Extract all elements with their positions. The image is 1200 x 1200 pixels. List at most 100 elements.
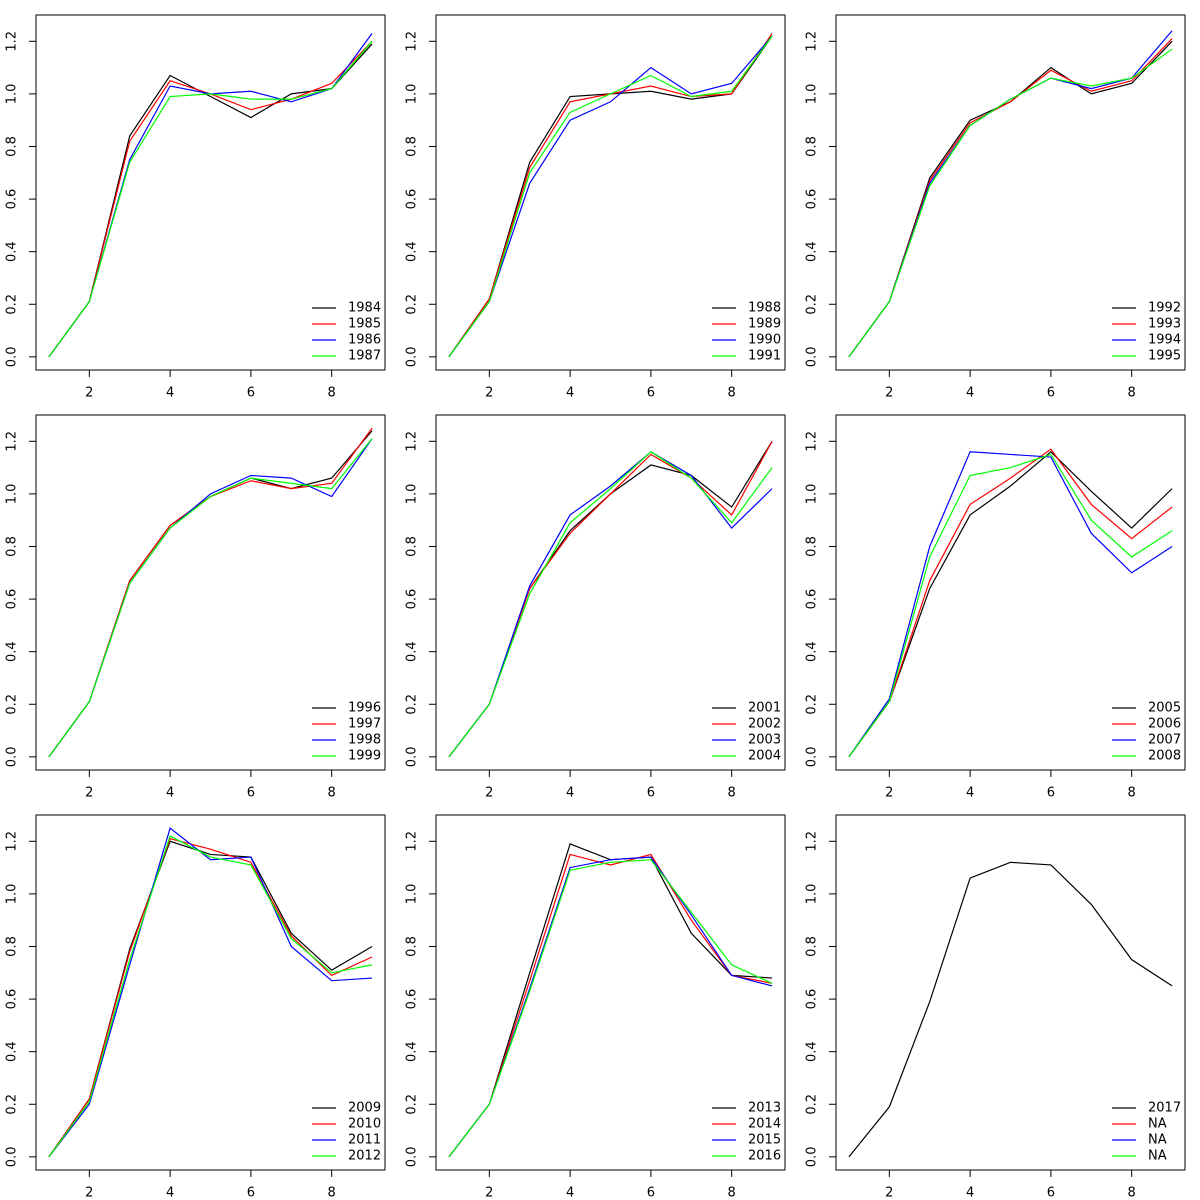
plot-box bbox=[435, 414, 786, 771]
y-tick-label: 0.8 bbox=[805, 136, 820, 157]
legend-label: 2003 bbox=[748, 733, 781, 748]
series-line bbox=[48, 40, 373, 358]
x-tick-label: 8 bbox=[1128, 386, 1136, 401]
y-tick-label: 1.2 bbox=[405, 31, 420, 52]
x-tick-label: 8 bbox=[728, 386, 736, 401]
plot-box bbox=[835, 14, 1186, 371]
legend-label: 1986 bbox=[348, 333, 381, 348]
y-tick-label: 1.2 bbox=[5, 431, 20, 452]
y-tick-label: 0.2 bbox=[5, 694, 20, 715]
y-tick-label: 0.0 bbox=[5, 1147, 20, 1168]
series-line bbox=[448, 859, 773, 1158]
x-tick-label: 4 bbox=[966, 386, 974, 401]
x-tick-label: 4 bbox=[966, 1186, 974, 1200]
y-tick-label: 0.4 bbox=[5, 241, 20, 262]
y-tick-label: 1.2 bbox=[5, 31, 20, 52]
legend-label: 2009 bbox=[348, 1101, 381, 1116]
y-tick-label: 0.4 bbox=[805, 1041, 820, 1062]
legend-label: 1990 bbox=[748, 333, 781, 348]
x-tick-label: 6 bbox=[247, 1186, 255, 1200]
legend-label: 1999 bbox=[348, 749, 381, 764]
legend-label: 2006 bbox=[1148, 717, 1181, 732]
series-line bbox=[448, 35, 773, 358]
legend-label: 2016 bbox=[748, 1149, 781, 1164]
legend-label: 2002 bbox=[748, 717, 781, 732]
x-tick-label: 6 bbox=[647, 386, 655, 401]
series-line bbox=[448, 35, 773, 358]
y-tick-label: 0.0 bbox=[805, 747, 820, 768]
x-tick-label: 4 bbox=[966, 786, 974, 801]
y-tick-label: 0.0 bbox=[5, 747, 20, 768]
y-tick-label: 1.0 bbox=[5, 484, 20, 505]
x-tick-label: 2 bbox=[485, 1186, 493, 1200]
y-tick-label: 0.4 bbox=[405, 641, 420, 662]
y-tick-label: 1.2 bbox=[405, 831, 420, 852]
plot-box bbox=[35, 414, 386, 771]
y-tick-label: 1.2 bbox=[405, 431, 420, 452]
y-tick-label: 0.2 bbox=[405, 294, 420, 315]
x-tick-label: 4 bbox=[166, 786, 174, 801]
y-tick-label: 0.0 bbox=[405, 747, 420, 768]
series-line bbox=[448, 843, 773, 1158]
series-line bbox=[848, 451, 1173, 758]
y-tick-label: 0.2 bbox=[405, 694, 420, 715]
x-tick-label: 2 bbox=[885, 1186, 893, 1200]
y-tick-label: 0.4 bbox=[805, 241, 820, 262]
y-tick-label: 0.6 bbox=[805, 989, 820, 1010]
series-line bbox=[848, 450, 1173, 758]
x-tick-label: 2 bbox=[885, 786, 893, 801]
series-line bbox=[48, 438, 373, 758]
x-tick-label: 8 bbox=[328, 386, 336, 401]
y-tick-label: 0.2 bbox=[805, 694, 820, 715]
y-tick-label: 1.2 bbox=[805, 831, 820, 852]
x-tick-label: 8 bbox=[728, 786, 736, 801]
series-line bbox=[448, 853, 773, 1158]
series-line bbox=[48, 40, 373, 358]
y-tick-label: 0.6 bbox=[5, 989, 20, 1010]
series-line bbox=[848, 448, 1173, 758]
x-tick-label: 2 bbox=[85, 386, 93, 401]
x-tick-label: 6 bbox=[247, 786, 255, 801]
legend-label: NA bbox=[1148, 1117, 1167, 1132]
x-tick-label: 4 bbox=[566, 1186, 574, 1200]
y-tick-label: 1.2 bbox=[805, 31, 820, 52]
y-tick-label: 0.8 bbox=[405, 536, 420, 557]
y-tick-label: 0.0 bbox=[805, 347, 820, 368]
legend-label: 1991 bbox=[748, 349, 781, 364]
y-tick-label: 0.2 bbox=[405, 1094, 420, 1115]
y-tick-label: 0.2 bbox=[805, 1094, 820, 1115]
legend-label: 2011 bbox=[348, 1133, 381, 1148]
y-tick-label: 0.2 bbox=[5, 1094, 20, 1115]
series-line bbox=[448, 35, 773, 358]
y-tick-label: 1.0 bbox=[805, 84, 820, 105]
y-tick-label: 0.6 bbox=[805, 589, 820, 610]
x-tick-label: 2 bbox=[885, 386, 893, 401]
y-tick-label: 1.0 bbox=[5, 884, 20, 905]
legend-label: 2010 bbox=[348, 1117, 381, 1132]
x-tick-label: 2 bbox=[85, 786, 93, 801]
series-line bbox=[48, 835, 373, 1158]
y-tick-label: 0.8 bbox=[405, 136, 420, 157]
x-tick-label: 8 bbox=[328, 1186, 336, 1200]
legend-label: 2007 bbox=[1148, 733, 1181, 748]
y-tick-label: 0.8 bbox=[805, 936, 820, 957]
legend-label: 2014 bbox=[748, 1117, 781, 1132]
y-tick-label: 0.8 bbox=[5, 136, 20, 157]
y-tick-label: 0.0 bbox=[405, 347, 420, 368]
legend-label: 2001 bbox=[748, 701, 781, 716]
legend-label: 2008 bbox=[1148, 749, 1181, 764]
legend-label: 1998 bbox=[348, 733, 381, 748]
legend-label: 1993 bbox=[1148, 317, 1181, 332]
legend-label: 1994 bbox=[1148, 333, 1181, 348]
legend-label: 2012 bbox=[348, 1149, 381, 1164]
x-tick-label: 6 bbox=[1047, 386, 1055, 401]
y-tick-label: 0.8 bbox=[405, 936, 420, 957]
series-line bbox=[448, 451, 773, 758]
x-tick-label: 8 bbox=[1128, 786, 1136, 801]
plot-box bbox=[435, 814, 786, 1171]
x-tick-label: 4 bbox=[166, 386, 174, 401]
y-tick-label: 1.0 bbox=[805, 884, 820, 905]
y-tick-label: 0.6 bbox=[405, 189, 420, 210]
legend-label: NA bbox=[1148, 1149, 1167, 1164]
